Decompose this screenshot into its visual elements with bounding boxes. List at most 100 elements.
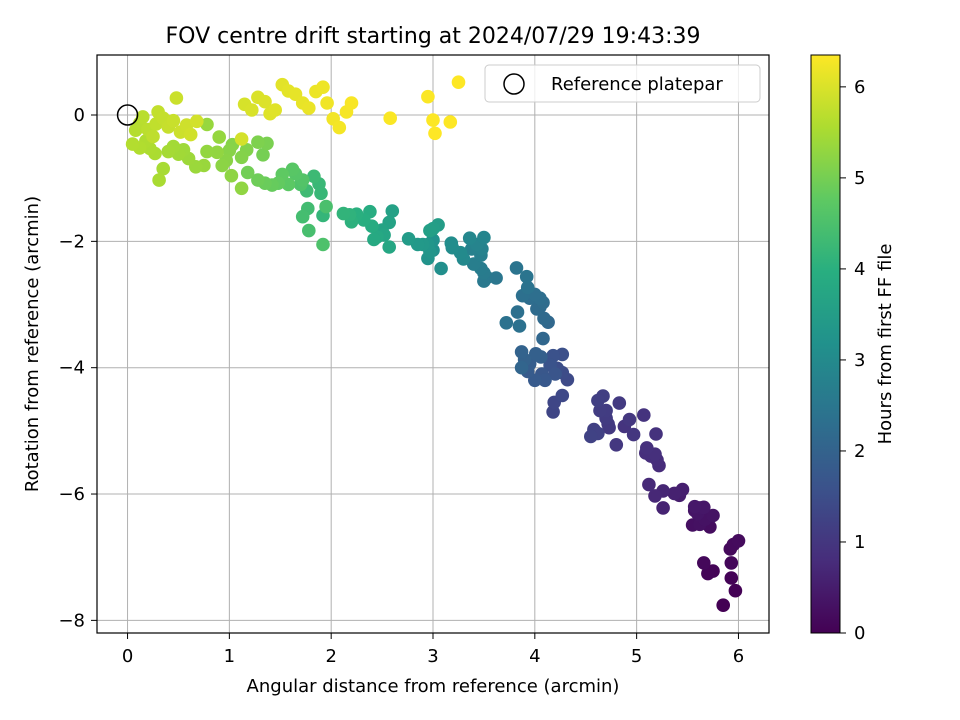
legend-label: Reference platepar <box>551 74 723 95</box>
data-point <box>200 117 214 132</box>
data-point <box>136 110 150 124</box>
data-point <box>332 120 347 135</box>
colorbar-tick-label: 6 <box>854 77 865 98</box>
data-point <box>302 101 316 115</box>
colorbar-label: Hours from first FF file <box>875 244 896 445</box>
x-tick-label: 2 <box>325 646 336 667</box>
y-tick-label: −8 <box>58 610 85 631</box>
data-point <box>245 103 259 117</box>
data-point <box>146 129 160 144</box>
data-point <box>423 223 437 238</box>
data-point <box>626 427 641 442</box>
data-point <box>548 367 562 381</box>
data-point <box>234 150 249 165</box>
data-point <box>251 173 265 187</box>
data-point <box>514 345 529 359</box>
data-point <box>295 209 310 224</box>
data-point <box>125 137 140 151</box>
data-point <box>529 347 543 361</box>
legend-box <box>484 64 761 103</box>
data-point <box>256 148 270 162</box>
y-tick-label: −4 <box>58 358 85 379</box>
colorbar: 0 1 2 3 4 5 6 Hours from first FF file <box>810 54 896 644</box>
data-point <box>152 173 166 187</box>
data-point <box>302 223 316 238</box>
data-point <box>451 75 466 89</box>
grid <box>97 55 769 633</box>
colorbar-tick-label: 2 <box>854 441 865 462</box>
x-tick-label: 4 <box>529 646 540 667</box>
data-point <box>320 96 334 110</box>
data-point <box>383 111 398 125</box>
data-point <box>724 571 739 585</box>
data-point <box>285 162 300 177</box>
data-point <box>444 236 459 250</box>
colorbar-tick-label: 3 <box>854 350 865 371</box>
data-point <box>344 96 359 110</box>
y-tick-label: −2 <box>58 231 85 252</box>
x-tick-label: 1 <box>224 646 235 667</box>
data-point <box>268 103 283 117</box>
colorbar-tick-label: 4 <box>854 259 865 280</box>
data-point <box>426 113 440 127</box>
colorbar-tick-label: 0 <box>854 623 865 644</box>
colorbar-gradient <box>810 54 841 634</box>
data-point <box>687 499 702 514</box>
data-point <box>510 305 525 319</box>
data-point <box>648 489 662 503</box>
data-point <box>215 158 229 173</box>
x-tick-label: 3 <box>427 646 438 667</box>
data-point <box>319 199 333 214</box>
data-point <box>640 441 654 455</box>
data-point <box>428 126 442 141</box>
data-point <box>477 230 491 245</box>
data-point <box>316 237 330 252</box>
data-point <box>536 331 550 346</box>
y-axis-label: Rotation from reference (arcmin) <box>22 196 43 492</box>
data-point <box>212 130 226 144</box>
data-point <box>190 114 204 129</box>
data-point <box>656 501 670 515</box>
data-point <box>234 181 249 196</box>
data-point <box>716 598 730 612</box>
reference-marker <box>116 104 139 126</box>
data-point <box>462 231 477 245</box>
y-ticks: −8 −6 −4 −2 0 <box>58 105 97 631</box>
data-point <box>724 556 739 570</box>
x-axis-label: Angular distance from reference (arcmin) <box>247 676 620 697</box>
data-point <box>421 89 435 104</box>
data-point <box>281 177 296 192</box>
y-tick-label: −6 <box>58 484 85 505</box>
data-point <box>316 80 330 94</box>
chart-title: FOV centre drift starting at 2024/07/29 … <box>166 24 701 49</box>
data-point <box>367 232 381 247</box>
data-point <box>382 240 397 254</box>
data-point <box>169 91 184 105</box>
colorbar-tick-label: 1 <box>854 532 865 553</box>
x-tick-label: 5 <box>631 646 642 667</box>
x-ticks: 0 1 2 3 4 5 6 <box>122 633 744 667</box>
data-point <box>307 169 321 184</box>
data-point <box>701 566 715 581</box>
data-point <box>183 127 198 142</box>
data-point <box>697 556 711 570</box>
y-tick-label: 0 <box>74 105 85 126</box>
data-point <box>584 429 598 444</box>
data-point <box>593 403 607 418</box>
data-point <box>210 145 224 160</box>
data-point <box>200 144 214 159</box>
data-point <box>512 319 527 333</box>
data-point <box>224 168 239 183</box>
data-point <box>234 132 249 146</box>
data-point <box>622 412 637 427</box>
data-point <box>401 232 416 246</box>
x-tick-label: 0 <box>122 646 133 667</box>
legend: Reference platepar <box>484 64 761 103</box>
data-point <box>637 408 651 422</box>
data-point <box>591 393 605 408</box>
legend-marker-open-circle-icon <box>503 73 525 95</box>
data-point <box>537 311 551 326</box>
data-point <box>509 261 524 275</box>
data-point <box>240 165 255 180</box>
x-tick-label: 6 <box>733 646 744 667</box>
